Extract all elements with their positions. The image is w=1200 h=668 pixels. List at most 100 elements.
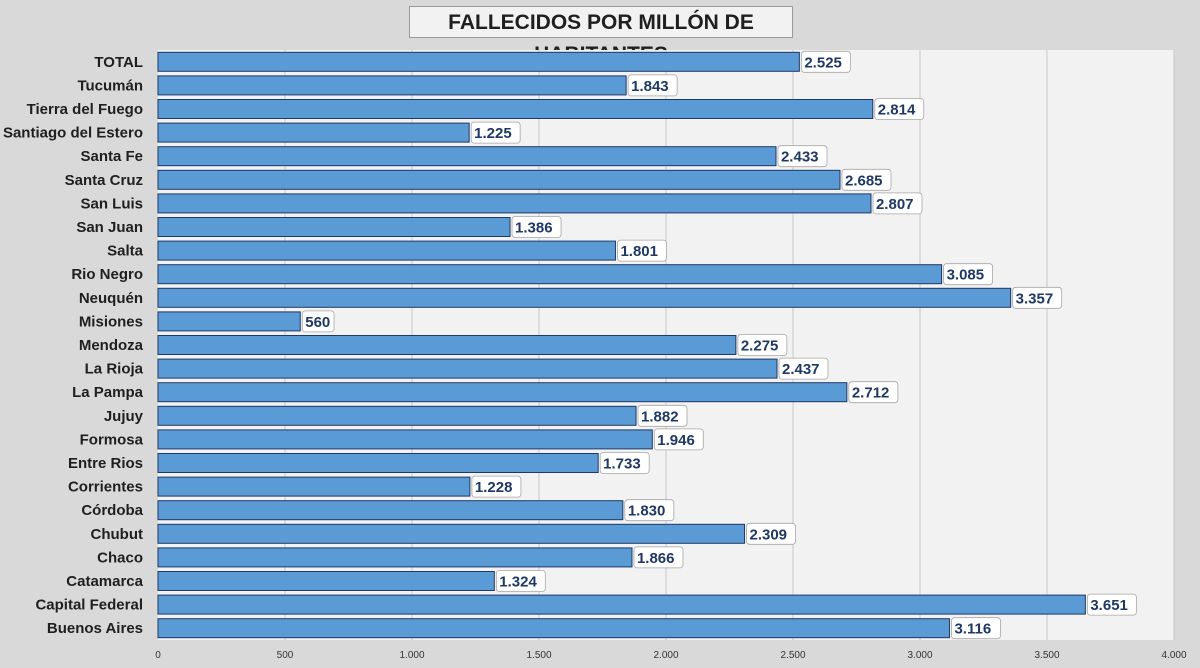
- category-label: Formosa: [80, 431, 144, 448]
- data-label: 1.946: [657, 432, 695, 449]
- data-label: 2.525: [804, 54, 842, 71]
- bar: [157, 547, 633, 568]
- data-label: 2.807: [876, 196, 914, 213]
- data-label: 2.685: [845, 172, 883, 189]
- data-label-box: [746, 522, 796, 545]
- category-label: Tucumán: [77, 77, 143, 94]
- data-label-box: [599, 452, 650, 474]
- bar: [157, 99, 874, 119]
- data-label-box: [874, 98, 925, 120]
- data-label-box: [777, 145, 828, 168]
- bar: [157, 146, 777, 167]
- bar: [157, 571, 495, 591]
- data-label-box: [511, 216, 562, 238]
- bar: [157, 335, 737, 355]
- bar: [157, 240, 616, 261]
- bar: [157, 500, 624, 521]
- data-label: 1.386: [515, 220, 553, 237]
- x-tick-label: 0: [155, 650, 161, 661]
- data-label-box: [637, 404, 688, 427]
- category-labels: TOTAL Tucumán Tierra del Fuego Santiago del…: [3, 54, 144, 637]
- category-label: Santiago del Estero: [3, 125, 143, 142]
- data-label: 3.116: [954, 621, 991, 638]
- data-label: 2.437: [782, 361, 820, 378]
- category-label: Entre Rios: [68, 455, 143, 472]
- x-tick-label: 500: [277, 650, 294, 661]
- data-label-box: [737, 334, 788, 356]
- data-label-box: [943, 263, 993, 286]
- category-label: San Luis: [80, 195, 143, 212]
- data-label-box: [1086, 593, 1137, 616]
- x-tick-label: 4.000: [1161, 650, 1186, 661]
- bar: [157, 405, 637, 426]
- bar: [157, 476, 471, 497]
- x-tick-label: 2.500: [780, 650, 805, 661]
- data-label: 1.228: [475, 479, 513, 496]
- data-label: 3.085: [947, 267, 985, 284]
- data-label: 3.357: [1016, 290, 1054, 307]
- data-labels: 2.525 1.843 2.814 1.225 2.433 2.685 2.807 1.386…: [301, 50, 1137, 640]
- category-label: Tierra del Fuego: [27, 101, 143, 118]
- x-tick-label: 1.500: [526, 650, 551, 661]
- bar: [157, 122, 470, 143]
- category-label: Chubut: [91, 526, 143, 543]
- category-label: Chaco: [97, 549, 143, 566]
- data-label: 1.830: [628, 503, 666, 520]
- category-label: TOTAL: [94, 54, 143, 71]
- category-label: Neuquén: [79, 290, 143, 307]
- data-label: 1.801: [620, 243, 658, 260]
- data-label: 2.309: [749, 526, 787, 543]
- bar: [157, 429, 653, 450]
- bar: [157, 311, 301, 332]
- bars: [157, 51, 1086, 639]
- data-label-box: [633, 546, 684, 569]
- bar: [157, 594, 1086, 615]
- data-label: 1.225: [474, 125, 512, 142]
- data-label-box: [471, 475, 522, 498]
- data-label: 1.882: [641, 408, 679, 425]
- category-label: Capital Federal: [35, 597, 143, 614]
- data-label: 3.651: [1090, 597, 1128, 614]
- bar: [157, 382, 848, 403]
- category-label: Santa Cruz: [65, 172, 143, 189]
- data-label: 1.843: [631, 78, 669, 95]
- data-label-box: [848, 381, 899, 404]
- bar: [157, 358, 778, 379]
- bar: [157, 618, 950, 639]
- category-label: Santa Fe: [80, 148, 143, 165]
- data-label: 1.733: [603, 456, 641, 473]
- data-label-box: [470, 121, 521, 144]
- bar: [157, 75, 627, 96]
- data-label-box: [951, 617, 1001, 640]
- x-axis-ticks: 0 500 1.000 1.500 2.000 2.500 3.000 3.500 4.000: [155, 650, 1187, 661]
- data-label-box: [495, 570, 546, 592]
- bar: [157, 193, 872, 214]
- data-label-box: [627, 74, 678, 97]
- data-label: 2.275: [741, 338, 779, 355]
- data-label-box: [841, 168, 892, 191]
- data-label: 2.433: [781, 149, 819, 166]
- data-label-box: [653, 428, 704, 451]
- data-label-box: [1012, 286, 1063, 309]
- x-tick-label: 3.000: [907, 650, 932, 661]
- data-label: 2.814: [878, 102, 916, 119]
- data-label-box: [872, 192, 923, 215]
- data-label-box: [778, 357, 829, 380]
- bar: [157, 453, 599, 473]
- data-label: 560: [305, 314, 330, 331]
- category-label: La Pampa: [72, 384, 144, 401]
- category-label: Catamarca: [66, 573, 143, 590]
- category-label: Misiones: [79, 313, 143, 330]
- bar: [157, 264, 943, 285]
- data-label-box: [617, 239, 667, 262]
- category-label: Córdoba: [81, 502, 143, 519]
- data-label: 1.866: [637, 550, 675, 567]
- category-label: Jujuy: [104, 408, 144, 425]
- data-label-box: [624, 499, 675, 522]
- category-label: Salta: [107, 243, 144, 260]
- data-label-box: [301, 310, 335, 333]
- category-label: Rio Negro: [71, 266, 143, 283]
- category-label: Corrientes: [68, 479, 143, 496]
- bar: [157, 51, 800, 72]
- category-label: La Rioja: [85, 361, 144, 378]
